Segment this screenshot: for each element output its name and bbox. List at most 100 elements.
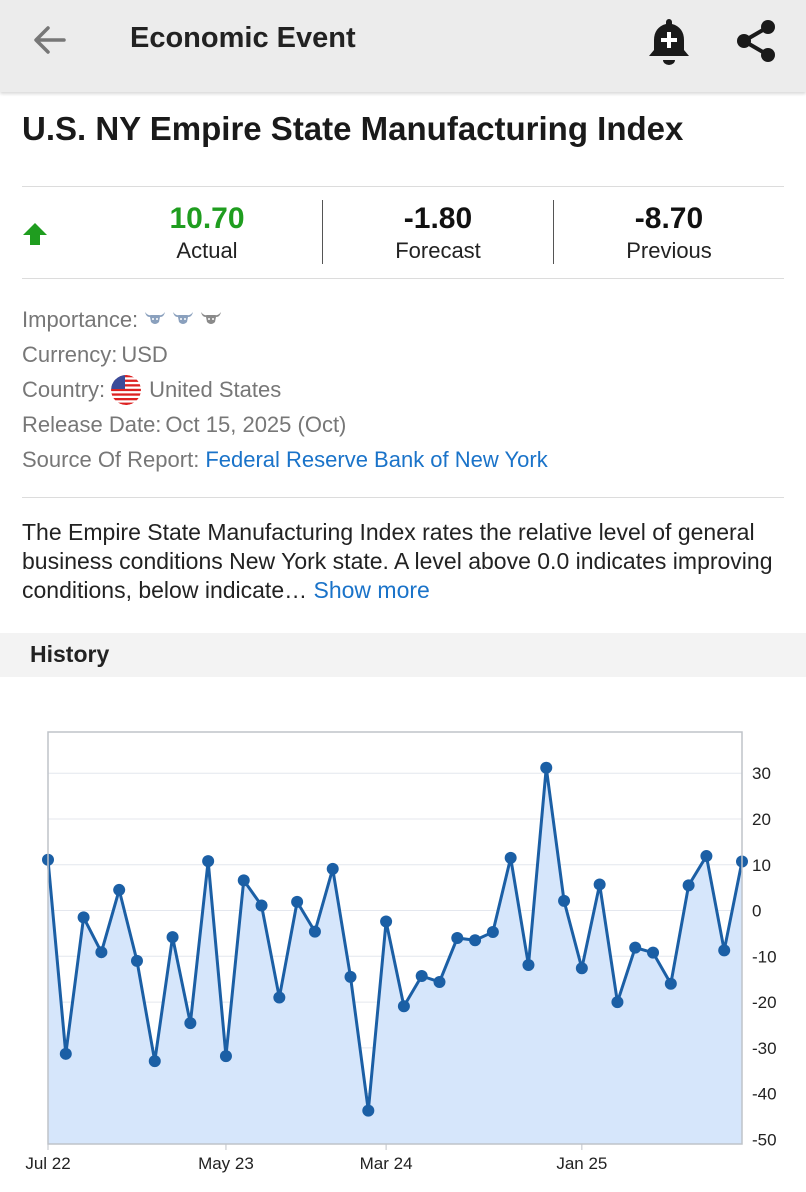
currency-label: Currency: [22, 342, 118, 367]
data-point [540, 761, 553, 774]
release-row: Release Date: Oct 15, 2025 (Oct) [22, 407, 548, 442]
data-point [344, 970, 357, 983]
source-row: Source Of Report: Federal Reserve Bank o… [22, 442, 548, 477]
y-tick-label: -10 [752, 947, 777, 966]
y-tick-label: -50 [752, 1130, 777, 1149]
data-point [415, 969, 428, 982]
y-tick-label: -40 [752, 1085, 777, 1104]
y-tick-label: 0 [752, 902, 761, 921]
country-row: Country: United States [22, 372, 548, 407]
data-point [433, 975, 446, 988]
data-point [664, 977, 677, 990]
data-point [629, 941, 642, 954]
source-link[interactable]: Federal Reserve Bank of New York [205, 447, 548, 472]
previous-value: -8.70 [634, 202, 704, 235]
stat-separator [322, 200, 323, 264]
data-point [59, 1047, 72, 1060]
bull-icon [145, 312, 166, 324]
data-point [718, 944, 731, 957]
plot-border [47, 731, 743, 1145]
x-tick-label: Mar 24 [360, 1154, 413, 1173]
forecast-value: -1.80 [403, 202, 473, 235]
importance-label: Importance: [22, 307, 139, 332]
history-chart: 30 20 10 0 -10 -20 -30 -40 -50 Jul 22 May 23 Mar 24… [25, 731, 777, 1173]
arrow-up-icon [23, 223, 47, 245]
data-point [166, 931, 179, 944]
app-bar-title: Economic Event [130, 22, 356, 54]
actual-label: Actual [176, 238, 238, 263]
data-point [647, 946, 660, 959]
x-tick-label: Jul 22 [25, 1154, 70, 1173]
data-point [326, 862, 339, 875]
previous-stat: -8.70 Previous [554, 202, 784, 266]
y-tick-label: 10 [752, 856, 771, 875]
currency-value: USD [121, 342, 168, 367]
data-point [504, 851, 517, 864]
data-point [593, 878, 606, 891]
divider [22, 186, 784, 187]
actual-value: 10.70 [169, 202, 245, 235]
data-point [380, 915, 393, 928]
source-label: Source Of Report: [22, 447, 200, 472]
forecast-label: Forecast [395, 238, 481, 263]
data-point [219, 1050, 232, 1063]
release-label: Release Date: [22, 412, 162, 437]
forecast-stat: -1.80 Forecast [323, 202, 553, 266]
data-point [237, 874, 250, 887]
data-point [130, 954, 143, 967]
data-point [255, 899, 268, 912]
data-point [700, 850, 713, 863]
y-tick-label: -30 [752, 1039, 777, 1058]
data-point [77, 911, 90, 924]
data-point [113, 883, 126, 896]
bell-add-icon[interactable] [646, 16, 692, 66]
data-point [575, 962, 588, 975]
y-tick-label: -20 [752, 993, 777, 1012]
history-title: History [30, 641, 110, 667]
description-text: The Empire State Manufacturing Index rat… [22, 519, 773, 603]
us-flag-icon [111, 374, 142, 405]
event-stats: 10.70 Actual -1.80 Forecast -8.70 Previo… [22, 190, 784, 276]
event-details: Importance: Currency: USD Country: Unite… [22, 302, 548, 477]
bull-icon [201, 312, 222, 324]
bull-icon [173, 312, 194, 324]
currency-row: Currency: USD [22, 337, 548, 372]
event-title: U.S. NY Empire State Manufacturing Index [22, 110, 684, 147]
x-tick-label: Jan 25 [556, 1154, 607, 1173]
data-point [308, 925, 321, 938]
data-point [95, 946, 108, 959]
x-tick-label: May 23 [198, 1154, 254, 1173]
event-description: The Empire State Manufacturing Index rat… [22, 518, 782, 605]
app-bar: Economic Event [0, 0, 806, 92]
data-point [273, 991, 286, 1004]
data-point [291, 895, 304, 908]
data-point [148, 1055, 161, 1068]
release-value: Oct 15, 2025 (Oct) [165, 412, 347, 437]
history-header: History [0, 633, 806, 677]
data-point [202, 855, 215, 868]
y-tick-label: 30 [752, 764, 771, 783]
share-icon[interactable] [734, 18, 778, 64]
data-point [611, 996, 624, 1009]
data-point [469, 934, 482, 947]
importance-row: Importance: [22, 302, 548, 337]
stat-separator [553, 200, 554, 264]
area-fill [48, 767, 742, 1144]
data-point [682, 879, 695, 892]
data-point [486, 926, 499, 939]
data-point [397, 1000, 410, 1013]
divider [22, 497, 784, 498]
data-point [522, 959, 535, 972]
country-value: United States [149, 377, 282, 402]
actual-stat: 10.70 Actual [92, 202, 322, 266]
show-more-link[interactable]: Show more [313, 577, 430, 603]
data-point [558, 894, 571, 907]
country-label: Country: [22, 377, 106, 402]
y-tick-label: 20 [752, 810, 771, 829]
data-point [451, 932, 464, 944]
previous-label: Previous [626, 238, 712, 263]
divider [22, 278, 784, 279]
series-line [46, 766, 744, 1113]
arrow-left-icon[interactable] [30, 22, 70, 58]
data-point [184, 1017, 197, 1030]
